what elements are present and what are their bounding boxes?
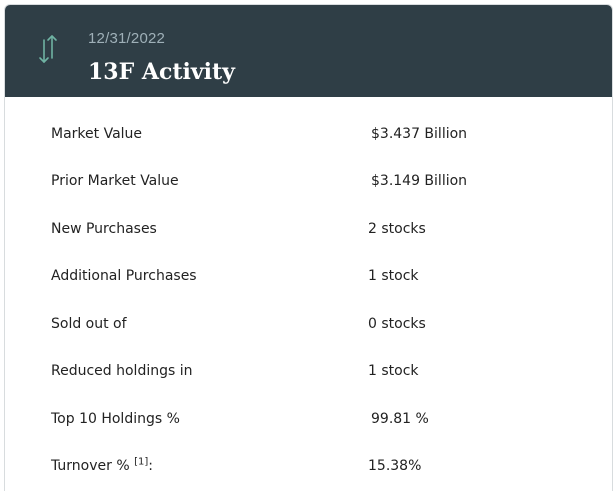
card-title: 13F Activity [88, 59, 235, 85]
footnote-link[interactable]: [1] [134, 456, 149, 468]
row-value: $3.149 Billion [371, 173, 468, 189]
row-label: Turnover % [1]: [51, 443, 153, 490]
card-header: 12/31/2022 13F Activity [5, 5, 612, 97]
row-prior-market-value: Prior Market Value $3.149 Billion [5, 158, 612, 205]
row-value: 0 stocks [368, 316, 426, 332]
row-reduced-holdings: Reduced holdings in 1 stock [5, 348, 612, 395]
row-label: Sold out of [51, 316, 127, 332]
row-sold-out-of: Sold out of 0 stocks [5, 301, 612, 348]
13f-activity-card: 12/31/2022 13F Activity Market Value $3.… [4, 4, 613, 491]
row-label: Prior Market Value [51, 173, 179, 189]
row-additional-purchases: Additional Purchases 1 stock [5, 253, 612, 300]
up-down-arrows-icon [39, 35, 57, 63]
label-suffix: : [148, 458, 153, 474]
row-value: $3.437 Billion [371, 126, 468, 142]
row-value: 99.81 % [371, 411, 429, 427]
row-label: Top 10 Holdings % [51, 411, 180, 427]
row-value: 1 stock [368, 268, 419, 284]
row-label: Reduced holdings in [51, 363, 193, 379]
row-label: New Purchases [51, 221, 157, 237]
report-date: 12/31/2022 [88, 30, 166, 47]
row-label: Additional Purchases [51, 268, 197, 284]
row-value: 2 stocks [368, 221, 426, 237]
row-top-10-holdings: Top 10 Holdings % 99.81 % [5, 396, 612, 443]
row-turnover: Turnover % [1]: 15.38% [5, 443, 612, 490]
row-value: 1 stock [368, 363, 419, 379]
row-value: 15.38% [368, 458, 422, 474]
row-market-value: Market Value $3.437 Billion [5, 111, 612, 158]
row-label: Market Value [51, 126, 143, 142]
turnover-label-text: Turnover % [51, 458, 130, 474]
row-new-purchases: New Purchases 2 stocks [5, 206, 612, 253]
